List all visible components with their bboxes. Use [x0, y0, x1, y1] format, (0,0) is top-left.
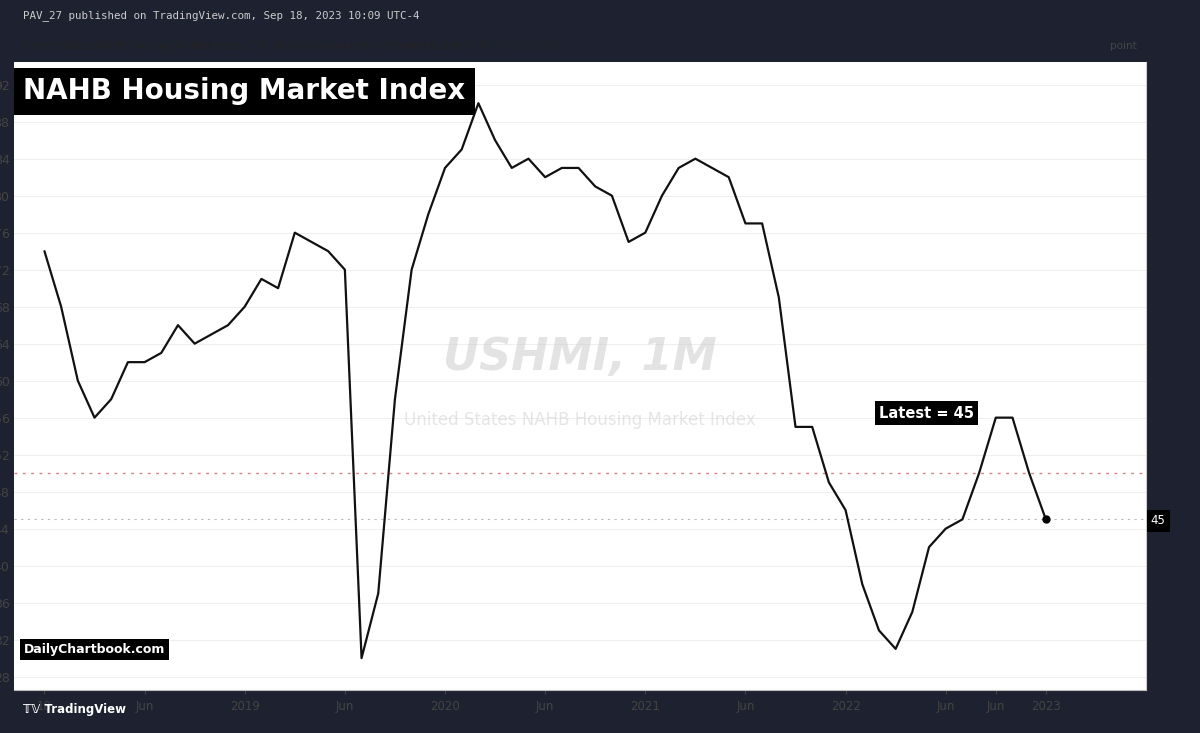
Text: DailyChartbook.com: DailyChartbook.com	[24, 643, 164, 656]
Text: 𝕋𝕍 TradingView: 𝕋𝕍 TradingView	[24, 703, 126, 716]
Text: Latest = 45: Latest = 45	[878, 405, 974, 421]
Text: USHMI, 1M: USHMI, 1M	[443, 336, 718, 379]
Text: United States NAHB Housing Market Index: United States NAHB Housing Market Index	[404, 411, 756, 429]
Text: PAV_27 published on TradingView.com, Sep 18, 2023 10:09 UTC-4: PAV_27 published on TradingView.com, Sep…	[24, 10, 420, 21]
Text: United States NAHB Housing Market Index, 1M, National Association of Home Builde: United States NAHB Housing Market Index,…	[24, 41, 563, 51]
Text: point: point	[1110, 41, 1136, 51]
Text: NAHB Housing Market Index: NAHB Housing Market Index	[24, 77, 466, 106]
